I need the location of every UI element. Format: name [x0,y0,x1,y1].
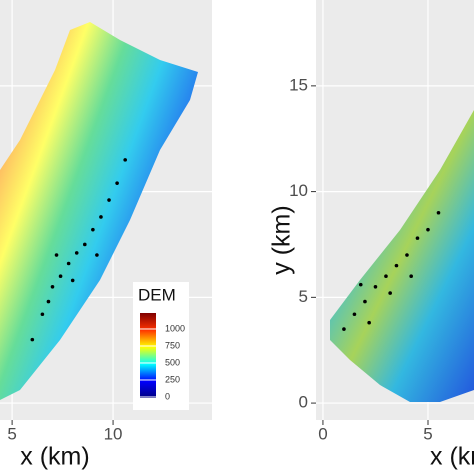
point [30,337,35,342]
point [352,312,357,317]
point [367,320,371,325]
colorbar [140,313,156,398]
y-tick-label: 5 [299,287,308,306]
dem-surface [0,22,198,400]
point [384,274,388,278]
point [46,299,51,304]
point [99,215,103,219]
x-tick-label: 10 [104,424,123,443]
point [409,274,413,278]
colorbar-tick-label: 250 [165,374,180,384]
point [54,253,59,257]
point [426,227,430,232]
point [388,291,392,295]
colorbar-tick-label: 500 [165,357,180,367]
point [74,251,79,255]
colorbar-tick-label: 0 [165,391,170,401]
point [415,236,420,240]
legend-title: DEM [138,285,176,304]
point [358,282,363,287]
point [91,227,95,232]
point [50,284,55,289]
point [115,181,119,185]
point [373,284,378,289]
y-tick-label: 15 [289,75,308,94]
y-tick-label: 0 [299,393,308,412]
colorbar-tick-label: 1000 [165,323,185,333]
point [66,261,71,266]
slope-surface [330,110,474,402]
point [363,299,367,304]
point [70,278,75,283]
point [394,263,399,268]
x-tick-label: 0 [318,424,327,443]
point [83,242,87,247]
point [58,274,63,278]
colorbar-tick-label: 750 [165,340,180,350]
point [123,158,127,162]
point [405,253,409,257]
y-tick-label: 10 [289,181,308,200]
x-axis-label: x (km) [430,443,474,471]
y-axis-label: y (km) [268,205,296,274]
x-axis-label: x (km) [20,443,89,471]
point [95,253,99,257]
point [107,198,111,202]
x-tick-label: 5 [423,424,432,443]
point [436,210,441,215]
x-tick-label: 5 [7,424,16,443]
point [342,327,346,331]
point [40,312,45,317]
